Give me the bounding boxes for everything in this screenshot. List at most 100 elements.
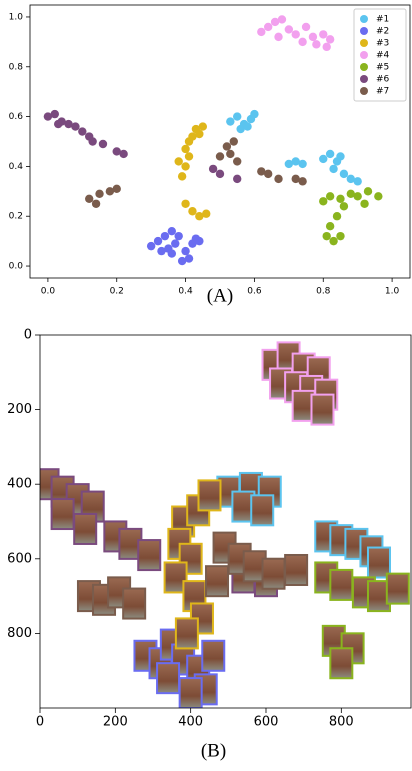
point [226, 150, 234, 158]
legend-marker [360, 15, 368, 23]
thumbnail [263, 559, 285, 589]
thumbnail [311, 395, 333, 425]
point [309, 33, 317, 41]
x-tick-label: 600 [254, 715, 279, 730]
legend-marker [360, 27, 368, 35]
point [319, 30, 327, 38]
point [292, 30, 300, 38]
point [326, 150, 334, 158]
y-tick-label: 600 [7, 551, 32, 566]
axes-frame [30, 5, 410, 278]
thumbnail [206, 566, 228, 596]
point [364, 187, 372, 195]
point [323, 43, 331, 51]
point [274, 33, 282, 41]
x-tick-label: 800 [329, 715, 354, 730]
legend-label: #3 [376, 39, 389, 49]
thumbnail [180, 678, 202, 708]
x-tick-label: 0.2 [110, 287, 124, 297]
point [99, 140, 107, 148]
point [243, 122, 251, 130]
point [340, 202, 348, 210]
figure: 0.00.20.40.60.81.00.00.20.40.60.81.0(A)#… [0, 0, 412, 771]
y-tick-label: 0.2 [9, 212, 23, 222]
point [302, 23, 310, 31]
point [336, 232, 344, 240]
x-tick-label: 0 [36, 715, 44, 730]
thumbnail [285, 555, 307, 585]
y-tick-label: 0.4 [9, 162, 24, 172]
x-tick-label: 0.4 [178, 287, 193, 297]
point [298, 38, 306, 46]
thumbnail [138, 540, 160, 570]
point [353, 192, 361, 200]
thumbnail-layer [37, 342, 409, 708]
point [298, 160, 306, 168]
y-tick-label: 800 [7, 626, 32, 641]
caption: (A) [207, 285, 233, 306]
point [360, 200, 368, 208]
legend-marker [360, 75, 368, 83]
thumbnail [330, 570, 352, 600]
point [340, 170, 348, 178]
point [85, 195, 93, 203]
thumbnail [330, 648, 352, 678]
point [174, 157, 182, 165]
point [178, 172, 186, 180]
legend-label: #1 [376, 15, 389, 25]
thumbnail [387, 574, 409, 604]
point [233, 157, 241, 165]
point [195, 237, 203, 245]
point [285, 25, 293, 33]
x-tick-label: 200 [103, 715, 128, 730]
x-tick-label: 0.8 [316, 287, 331, 297]
point [226, 117, 234, 125]
point [71, 122, 79, 130]
legend-marker [360, 39, 368, 47]
point [95, 190, 103, 198]
thumbnail [74, 514, 96, 544]
x-tick-label: 0.0 [41, 287, 56, 297]
y-tick-label: 0.6 [9, 112, 24, 122]
y-tick-label: 200 [7, 402, 32, 417]
thumbnail [52, 499, 74, 529]
legend-label: #7 [376, 87, 389, 97]
point [233, 175, 241, 183]
point [202, 210, 210, 218]
thumbnail [157, 663, 179, 693]
point [216, 152, 224, 160]
x-tick-label: 0.6 [247, 287, 262, 297]
point [264, 23, 272, 31]
point [326, 35, 334, 43]
point [333, 212, 341, 220]
point [353, 177, 361, 185]
x-tick-label: 400 [178, 715, 203, 730]
point [119, 150, 127, 158]
y-tick-label: 0.0 [9, 262, 24, 272]
x-tick-label: 1.0 [385, 287, 400, 297]
point [264, 170, 272, 178]
point [274, 175, 282, 183]
point [54, 120, 62, 128]
thumbnail [251, 495, 273, 525]
caption: (B) [201, 740, 226, 761]
point [257, 28, 265, 36]
point [113, 185, 121, 193]
point [233, 112, 241, 120]
point [178, 257, 186, 265]
y-tick-label: 400 [7, 477, 32, 492]
point [92, 200, 100, 208]
point [323, 232, 331, 240]
point [168, 249, 176, 257]
legend-label: #5 [376, 63, 389, 73]
point [88, 137, 96, 145]
point [181, 162, 189, 170]
point [223, 142, 231, 150]
legend-marker [360, 51, 368, 59]
point [171, 239, 179, 247]
point [185, 152, 193, 160]
point [230, 137, 238, 145]
point [326, 222, 334, 230]
point [147, 242, 155, 250]
point [329, 165, 337, 173]
